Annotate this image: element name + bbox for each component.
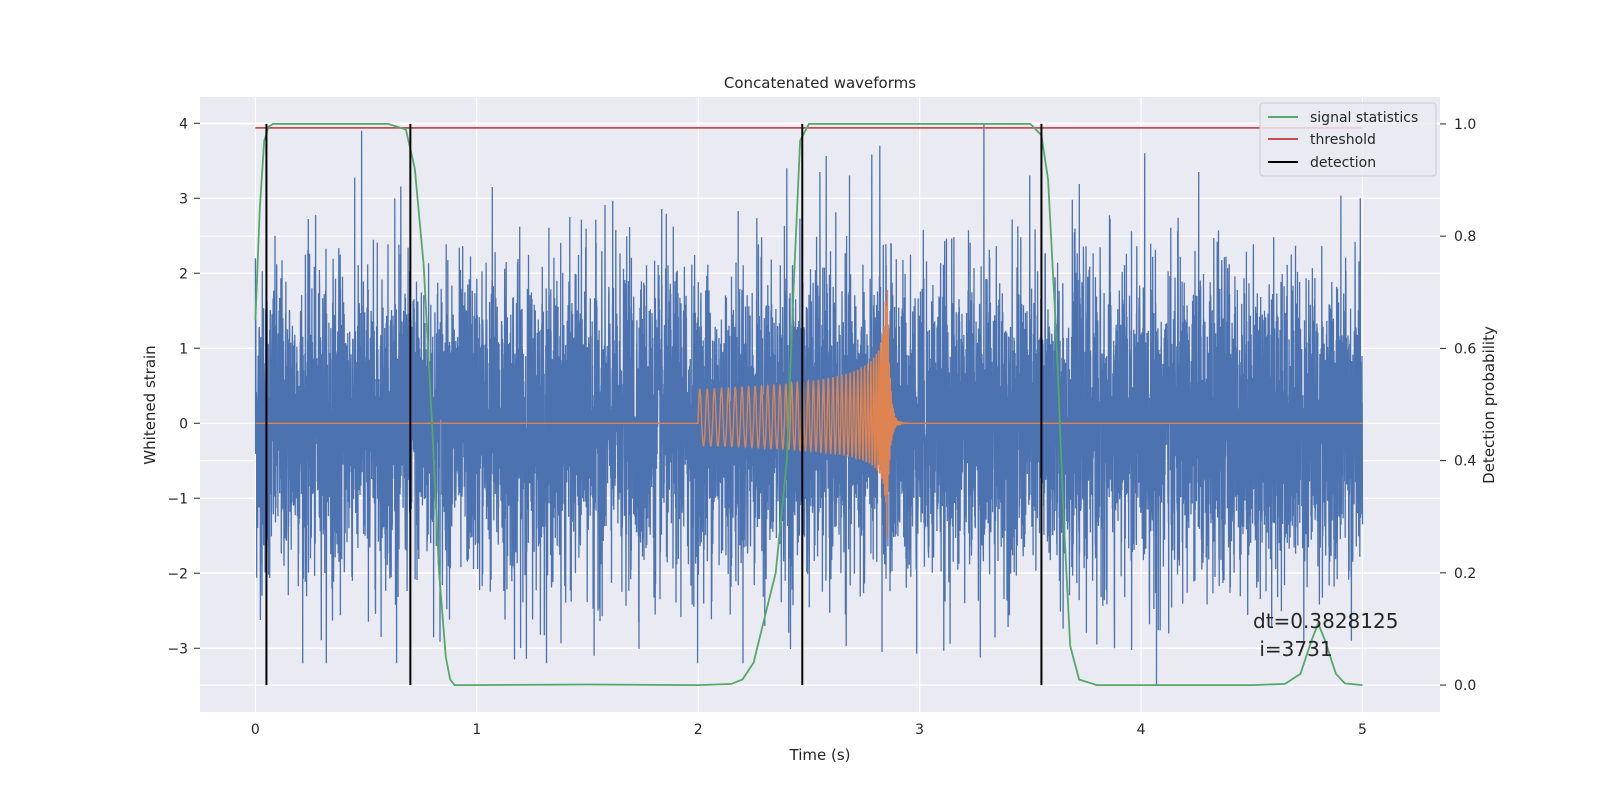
legend-label-signal-statistics: signal statistics [1310,110,1418,126]
legend: signal statistics threshold detection [1259,102,1437,177]
detection-probability-series [254,123,1363,687]
annotation: dt=0.3828125 i=3731 [1253,609,1398,661]
x-tick-label: 2 [694,722,703,738]
x-tick-label: 1 [472,722,481,738]
y2-tick-label: 1.0 [1454,117,1476,133]
legend-label-detection: detection [1310,155,1376,171]
x-tick-label: 0 [251,722,260,738]
template-line [255,289,1363,538]
y2-tick-label: 0.6 [1454,341,1476,357]
strain-series [254,123,1364,686]
y-tick-label: −3 [167,641,188,657]
y2-tick-label: 0.2 [1454,566,1476,582]
chart-title: Concatenated waveforms [724,74,916,92]
x-tick-label: 5 [1358,722,1367,738]
y-tick-label: 4 [179,116,188,132]
y-tick-label: −2 [167,566,188,582]
y-tick-label: 1 [179,341,188,357]
x-tick-label: 4 [1137,722,1146,738]
y-axis-label: Whitened strain [141,345,159,464]
y-tick-label: 0 [179,416,188,432]
y-tick-label: −1 [167,491,188,507]
x-axis-label: Time (s) [789,746,851,764]
legend-box [1259,102,1437,177]
template-series [255,289,1363,538]
annotation-dt: dt=0.3828125 [1253,609,1398,633]
y2-tick-label: 0.4 [1454,454,1476,470]
strain-line [254,123,1364,686]
legend-label-threshold: threshold [1310,132,1376,148]
y2-axis-label: Detection probability [1480,326,1498,484]
y2-tick-label: 0.8 [1454,229,1476,245]
y2-tick-label: 0.0 [1454,678,1476,694]
annotation-i: i=3731 [1253,637,1333,661]
y-tick-label: 3 [179,191,188,207]
ticks: 0 1 2 3 4 5 −3 −2 −1 0 1 2 3 4 0.0 0.2 0.4 0.6 0.8 1.0 [167,116,1476,738]
signal-statistics-line [254,123,1363,687]
x-tick-label: 3 [915,722,924,738]
y-tick-label: 2 [179,266,188,282]
